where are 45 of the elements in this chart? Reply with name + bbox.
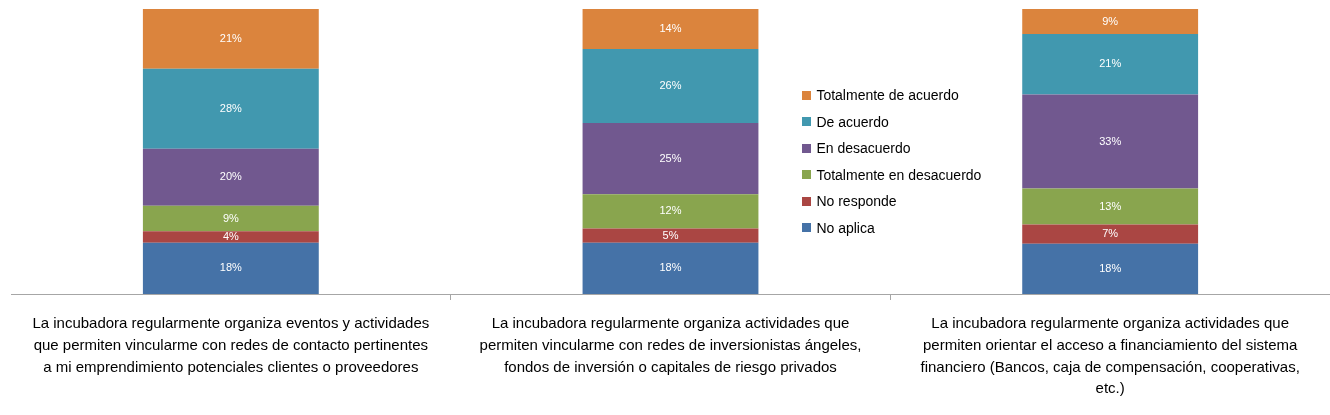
- data-label: 18%: [219, 261, 243, 274]
- bar: [582, 228, 759, 243]
- data-label: 18%: [659, 261, 682, 274]
- bar: [582, 194, 759, 229]
- bar: [1022, 224, 1199, 244]
- bar: [1022, 34, 1199, 95]
- bar: [1022, 9, 1199, 35]
- data-label: 26%: [659, 78, 682, 91]
- legend-label: De acuerdo: [816, 113, 889, 130]
- data-label: 21%: [219, 31, 243, 44]
- data-label: 18%: [1099, 261, 1122, 274]
- legend-label: No aplica: [816, 219, 875, 236]
- legend-label: No responde: [816, 193, 897, 210]
- data-label: 9%: [1102, 14, 1119, 27]
- bar: [142, 9, 319, 69]
- bar: [582, 48, 759, 123]
- bar: [142, 242, 319, 294]
- bar: [582, 9, 759, 49]
- legend-label: Totalmente de acuerdo: [816, 87, 959, 104]
- bar: [142, 68, 319, 149]
- bar: [1022, 94, 1199, 189]
- data-label: 25%: [659, 151, 682, 164]
- data-label: 9%: [222, 211, 239, 224]
- bar: [142, 205, 319, 232]
- legend-label: En desacuerdo: [816, 140, 911, 157]
- bar: [582, 242, 759, 294]
- x-tick-label: La incubadora regularmente organiza actividades que permiten vincularme con redes de inversionistas ángeles, fondos de inversión o capitales de riesgo privados: [479, 314, 862, 375]
- data-label: 13%: [1099, 199, 1122, 212]
- bar: [582, 123, 759, 195]
- data-label: 14%: [659, 21, 682, 34]
- data-label: 20%: [219, 170, 243, 183]
- bar: [142, 231, 319, 243]
- legend-label: Totalmente en desacuerdo: [816, 166, 982, 183]
- data-label: 21%: [1099, 57, 1122, 70]
- data-label: 33%: [1099, 134, 1122, 147]
- bar: [1022, 188, 1199, 225]
- bar: [1022, 243, 1199, 294]
- x-tick-label: La incubadora regularmente organiza actividades que permiten orientar el acceso a financiamiento del sistema financiero (Bancos, caja de compensación, cooperativas, etc.): [920, 314, 1300, 397]
- data-label: 5%: [662, 228, 679, 241]
- data-label: 28%: [219, 101, 243, 114]
- x-tick-label: La incubadora regularmente organiza eventos y actividades que permiten vincularme con redes de contacto pertinentes a mi emprendimiento potenciales clientes o proveedores: [32, 314, 430, 375]
- data-label: 12%: [659, 204, 682, 217]
- data-label: 7%: [1102, 227, 1119, 240]
- data-label: 4%: [222, 230, 239, 243]
- bar: [142, 148, 319, 206]
